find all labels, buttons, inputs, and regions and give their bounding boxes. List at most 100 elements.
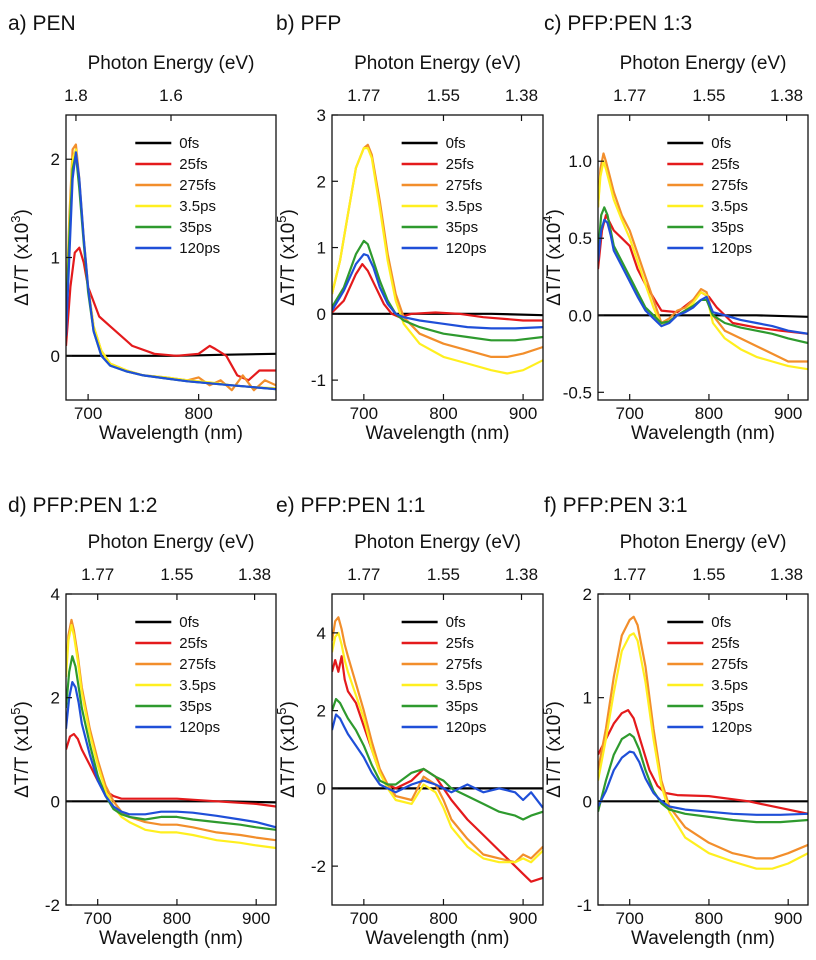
y-tick-label: 3 — [317, 106, 326, 125]
series-line-35ps — [598, 206, 808, 345]
legend-label: 35ps — [179, 698, 212, 715]
chart-panel-3: c) PFP:PEN 1:3 Photon Energy (eV) 1.77 1.55… — [540, 12, 809, 444]
x-tick-label: 700 — [350, 404, 378, 423]
legend: 0fs 25fs 275fs 3.5ps 35ps 120ps — [667, 135, 752, 257]
legend-label: 35ps — [446, 219, 479, 236]
legend-label: 25fs — [446, 156, 474, 173]
series-line-120ps — [66, 151, 276, 391]
x-tick-label: 900 — [509, 404, 537, 423]
top-tick-label: 1.55 — [692, 565, 725, 584]
series-line-0fs — [598, 314, 808, 318]
legend-label: 3.5ps — [446, 198, 483, 215]
plot-frame — [65, 114, 277, 401]
legend-label: 0fs — [711, 135, 731, 152]
plot-frame — [597, 593, 809, 906]
legend: 0fs 25fs 275fs 3.5ps 35ps 120ps — [667, 614, 752, 736]
y-tick-label: 0 — [317, 305, 326, 324]
series-line-25fs — [598, 708, 808, 815]
chart-panel-1: a) PEN Photon Energy (eV)1.8 1.6 700 800 0 1 2 W… — [8, 12, 277, 444]
panel-title: e) PFP:PEN 1:1 — [276, 494, 425, 517]
series-line-120ps — [332, 713, 543, 809]
panel-title: a) PEN — [8, 12, 76, 35]
series-lines — [66, 143, 276, 392]
y-axis-label: ΔT/T (x105) — [274, 701, 299, 798]
legend-label: 3.5ps — [711, 198, 748, 215]
top-tick-label: 1.38 — [505, 565, 538, 584]
legend-label: 35ps — [711, 698, 744, 715]
x-tick-label: 700 — [350, 909, 378, 928]
legend-label: 120ps — [711, 240, 752, 257]
legend-label: 120ps — [711, 719, 752, 736]
legend-label: 3.5ps — [179, 198, 216, 215]
legend-label: 0fs — [179, 614, 199, 631]
top-tick-label: 1.55 — [427, 565, 460, 584]
series-line-120ps — [598, 750, 808, 816]
x-tick-label: 700 — [84, 909, 112, 928]
legend-label: 275fs — [446, 656, 483, 673]
top-axis-label: Photon Energy (eV) — [354, 53, 521, 74]
legend-label: 0fs — [179, 135, 199, 152]
x-tick-label: 900 — [242, 909, 270, 928]
top-tick-label: 1.55 — [160, 565, 193, 584]
plot-frame — [597, 114, 809, 401]
y-tick-label: 1.0 — [568, 152, 592, 171]
top-tick-label: 1.8 — [64, 86, 88, 105]
series-line-35ps — [598, 732, 808, 824]
top-tick-label: 1.77 — [347, 565, 380, 584]
legend-label: 0fs — [446, 135, 466, 152]
legend-label: 275fs — [711, 177, 748, 194]
series-line-120ps — [598, 218, 808, 335]
top-tick-label: 1.38 — [238, 565, 271, 584]
chart-panel-2: b) PFP Photon Energy (eV) 1.77 1.55 1.38 700 8… — [274, 12, 544, 444]
legend-label: 25fs — [711, 156, 739, 173]
x-tick-label: 800 — [184, 404, 212, 423]
series-line-120ps — [66, 680, 276, 829]
series-line-35ps — [66, 655, 276, 831]
legend-label: 120ps — [446, 719, 487, 736]
y-tick-label: 0 — [317, 779, 326, 798]
x-tick-label: 900 — [774, 909, 802, 928]
legend-label: 275fs — [711, 656, 748, 673]
series-line-3.5ps — [332, 631, 543, 864]
legend-label: 120ps — [446, 240, 487, 257]
legend-label: 25fs — [446, 635, 474, 652]
top-tick-label: 1.77 — [613, 565, 646, 584]
legend-label: 120ps — [179, 240, 220, 257]
series-line-275fs — [332, 143, 543, 358]
y-axis-label: ΔT/T (x104) — [540, 209, 565, 306]
legend-label: 35ps — [179, 219, 212, 236]
chart-panel-5: e) PFP:PEN 1:1 Photon Energy (eV) 1.77 1.55… — [274, 494, 544, 949]
series-line-3.5ps — [66, 623, 276, 850]
legend-label: 275fs — [179, 656, 216, 673]
y-tick-label: 1 — [51, 249, 60, 268]
y-tick-label: 0 — [51, 347, 60, 366]
x-axis-label: Wavelength (nm) — [99, 423, 243, 444]
legend-label: 3.5ps — [446, 677, 483, 694]
chart-panel-4: d) PFP:PEN 1:2 Photon Energy (eV) 1.77 1.55… — [8, 494, 277, 949]
x-tick-label: 700 — [616, 909, 644, 928]
series-line-275fs — [598, 152, 808, 363]
y-axis-label: ΔT/T (x105) — [274, 209, 299, 306]
legend: 0fs 25fs 275fs 3.5ps 35ps 120ps — [135, 135, 220, 257]
y-tick-label: -0.5 — [563, 383, 592, 402]
top-axis-label: Photon Energy (eV) — [88, 53, 255, 74]
series-line-275fs — [66, 618, 276, 842]
legend: 0fs 25fs 275fs 3.5ps 35ps 120ps — [401, 614, 487, 736]
series-lines — [598, 615, 808, 870]
top-axis-label: Photon Energy (eV) — [620, 532, 787, 553]
top-tick-label: 1.38 — [505, 86, 538, 105]
top-tick-label: 1.6 — [159, 86, 183, 105]
y-tick-label: -2 — [45, 896, 60, 915]
legend-label: 25fs — [179, 635, 207, 652]
y-tick-label: -1 — [577, 896, 592, 915]
y-tick-label: 2 — [51, 150, 60, 169]
y-tick-label: 0 — [51, 792, 60, 811]
series-line-25fs — [332, 655, 543, 883]
x-axis-label: Wavelength (nm) — [366, 423, 510, 444]
y-tick-label: 1 — [583, 689, 592, 708]
series-lines — [332, 616, 543, 883]
y-tick-label: 0 — [583, 792, 592, 811]
top-axis-label: Photon Energy (eV) — [354, 532, 521, 553]
y-tick-label: 0.0 — [568, 306, 592, 325]
